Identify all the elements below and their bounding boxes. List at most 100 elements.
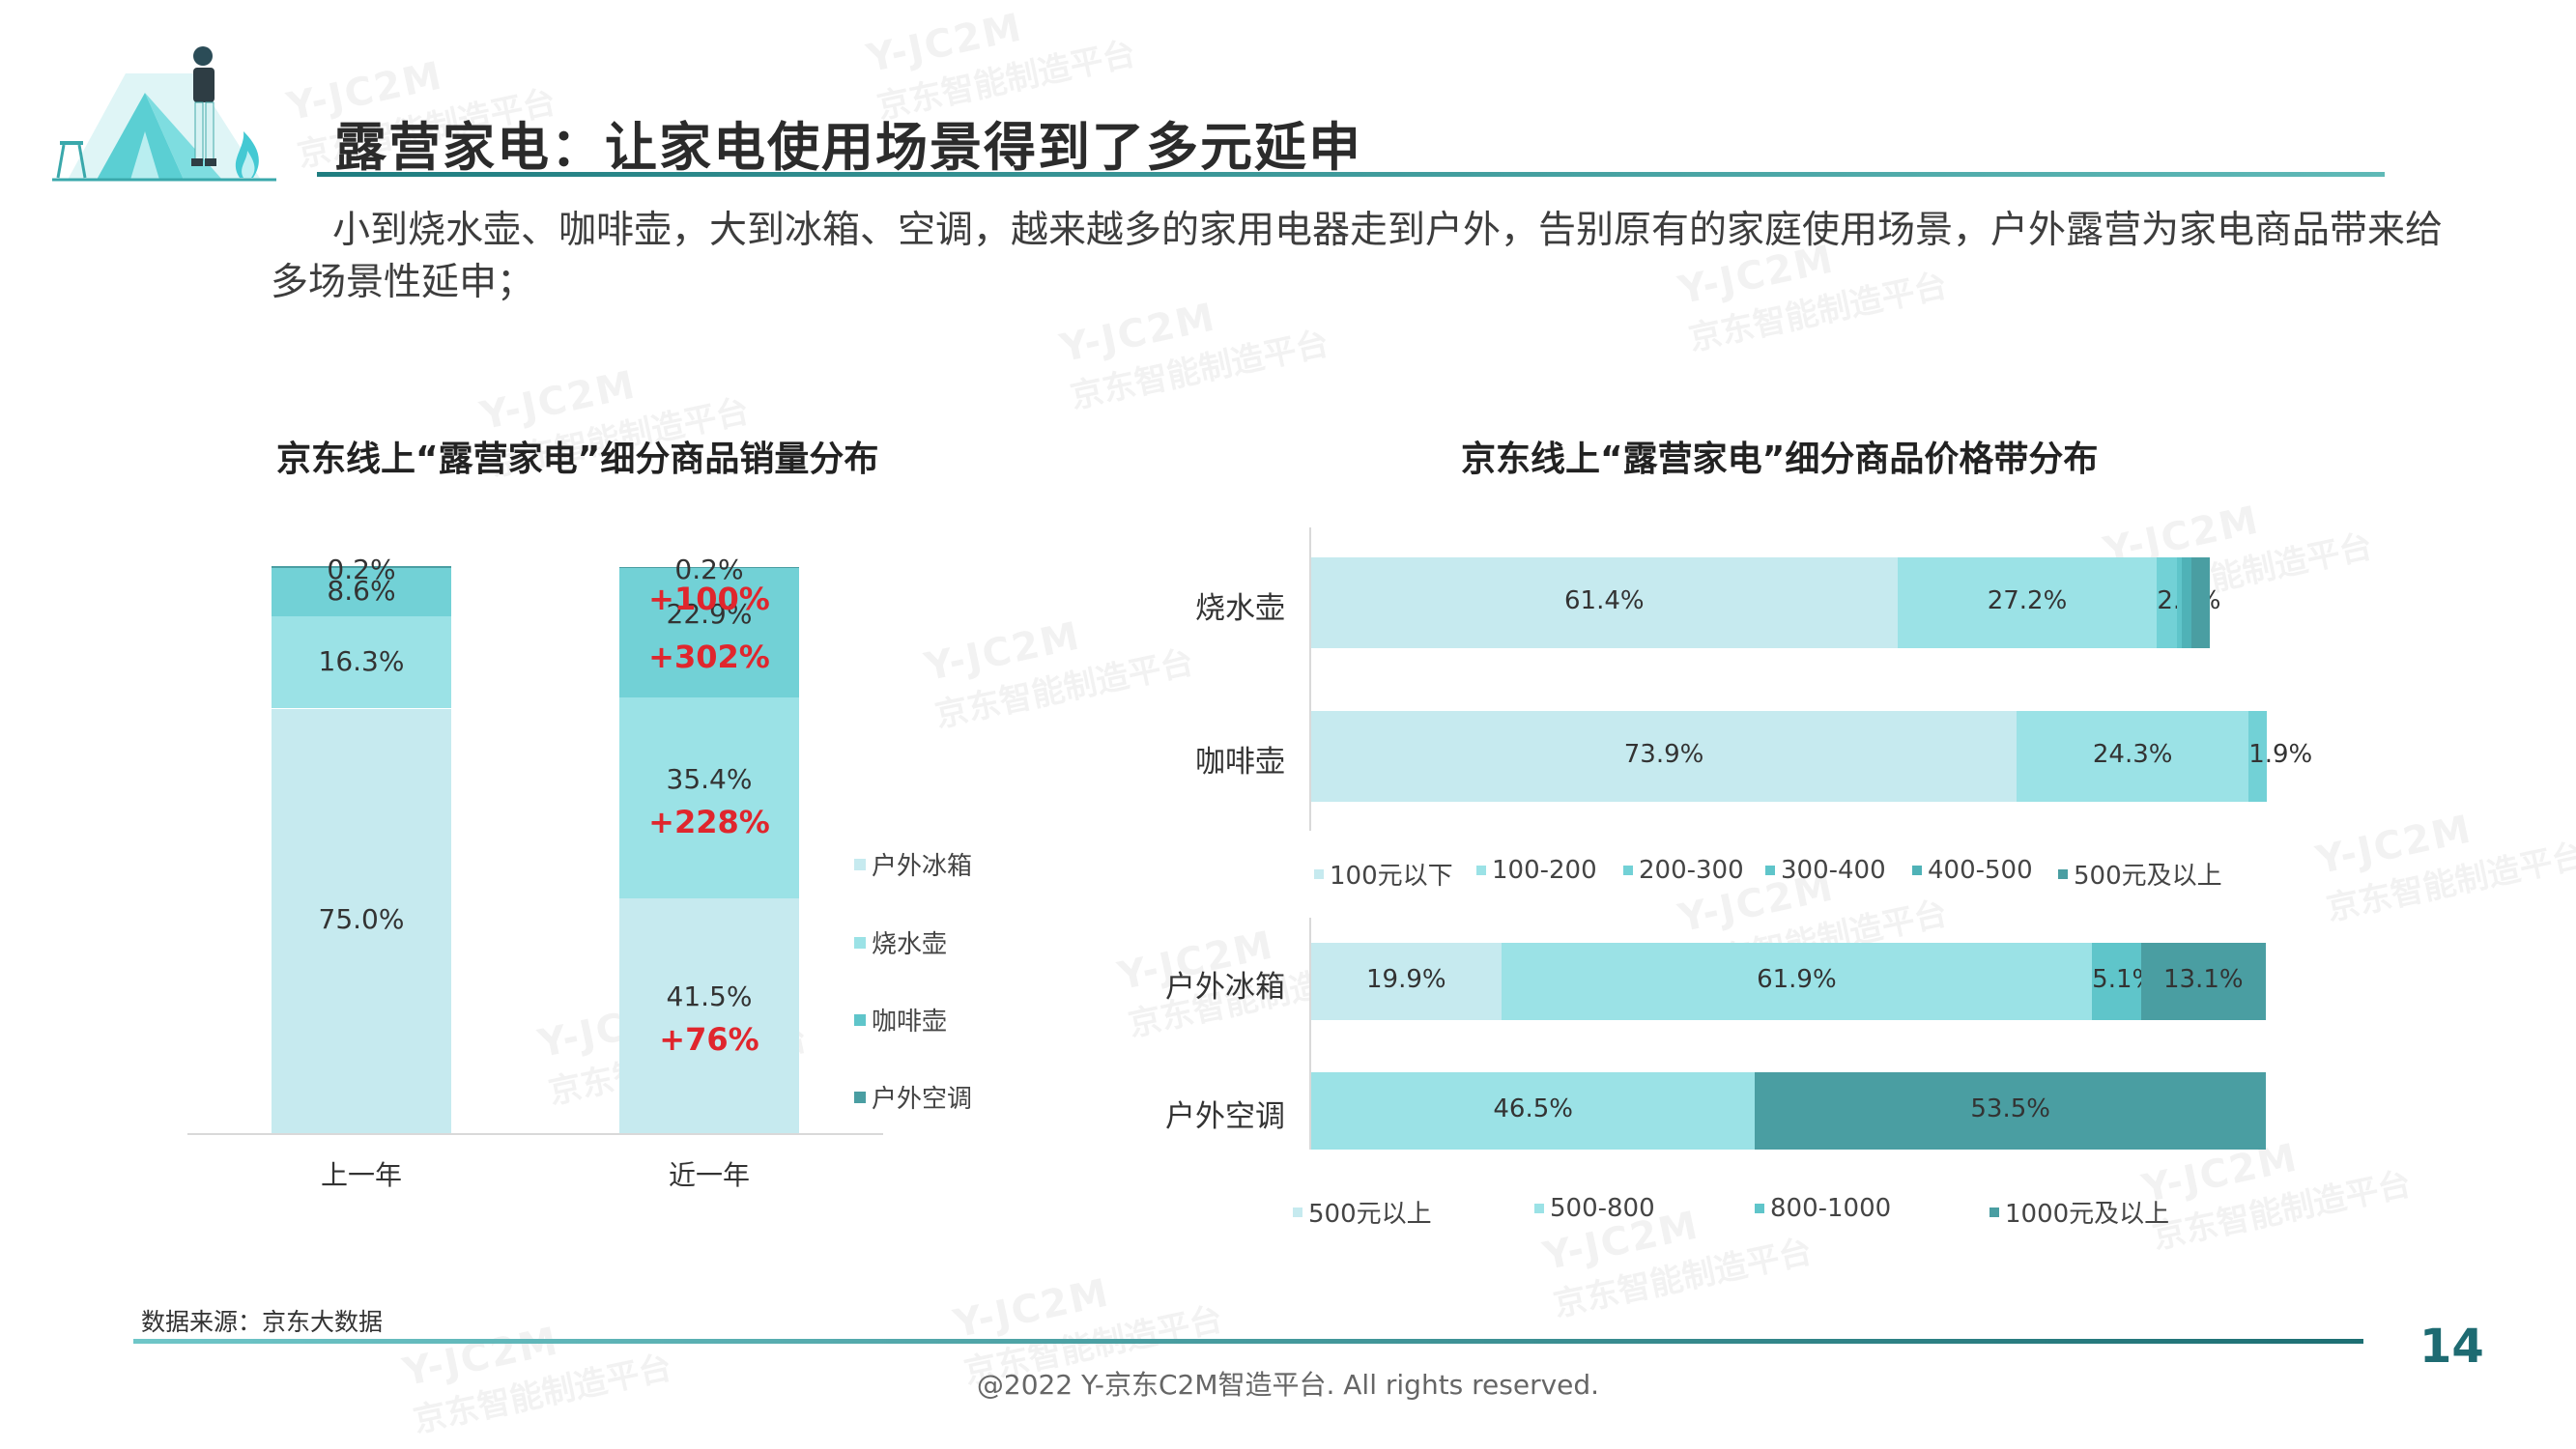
legend-item: 500-800 — [1534, 1194, 1655, 1223]
y-tick-label: 咖啡壶 — [1195, 745, 1285, 780]
right-chart-title: 京东线上“露营家电”细分商品价格带分布 — [1461, 440, 2099, 479]
legend-swatch — [854, 1091, 866, 1103]
title-divider — [317, 172, 2385, 177]
bar-segment — [1311, 943, 1502, 1020]
legend-item: 咖啡壶 — [854, 1002, 947, 1037]
data-label: 73.9% — [1623, 740, 1704, 769]
y-axis-line — [1309, 918, 1311, 1150]
legend-label: 烧水壶 — [872, 930, 948, 959]
data-label: 16.3% — [318, 644, 405, 677]
legend-swatch — [1476, 866, 1486, 875]
legend-item: 1000元及以上 — [1989, 1194, 2169, 1230]
y-tick-label: 户外冰箱 — [1165, 970, 1285, 1005]
y-tick-label: 户外空调 — [1165, 1099, 1285, 1134]
legend-label: 500元及以上 — [2074, 862, 2222, 891]
legend-label: 400-500 — [1928, 856, 2033, 885]
left-chart-title: 京东线上“露营家电”细分商品销量分布 — [276, 440, 879, 479]
x-axis-line — [187, 1133, 883, 1135]
y-tick-label: 烧水壶 — [1195, 591, 1285, 626]
bar-segment — [272, 567, 451, 616]
bar-segment — [2017, 711, 2249, 802]
legend-swatch — [854, 936, 866, 949]
legend-swatch — [1989, 1207, 1999, 1217]
data-label: 75.0% — [318, 903, 405, 936]
bar-segment — [619, 567, 799, 569]
bar-segment — [272, 615, 451, 709]
legend-label: 500元以上 — [1308, 1200, 1432, 1229]
x-tick-label: 上一年 — [320, 1159, 402, 1191]
legend-label: 咖啡壶 — [872, 1008, 948, 1037]
legend-item: 500元以上 — [1293, 1194, 1432, 1230]
bar-segment — [2190, 557, 2210, 648]
bar-segment — [1755, 1072, 2266, 1150]
bar-segment — [1311, 557, 1898, 648]
y-axis-line — [1309, 527, 1311, 831]
legend-label: 300-400 — [1781, 856, 1886, 885]
legend-swatch — [1755, 1204, 1764, 1213]
sales-distribution-chart: 上一年 近一年 75.0% 16.3% 8.6% 0.2% 41.5% +76% 35.4% +2… — [0, 0, 1082, 1256]
legend-swatch — [1623, 866, 1633, 875]
data-source-note: 数据来源：京东大数据 — [141, 1308, 384, 1336]
data-label: 61.4% — [1564, 586, 1645, 615]
data-label: 5.1% — [2092, 965, 2157, 994]
legend-item: 100-200 — [1476, 856, 1597, 885]
footer-divider — [133, 1339, 2363, 1344]
legend-item: 400-500 — [1912, 856, 2033, 885]
legend-label: 1000元及以上 — [2005, 1200, 2170, 1229]
bar-segment — [272, 566, 451, 568]
bar-segment — [272, 708, 451, 1133]
data-label: 27.2% — [1987, 586, 2068, 615]
data-label: 1.9% — [2248, 740, 2313, 769]
legend-swatch — [854, 858, 866, 870]
data-label: 19.9% — [1366, 965, 1446, 994]
data-label: 61.9% — [1757, 965, 1837, 994]
page-number: 14 — [2419, 1320, 2484, 1374]
growth-label: +302% — [648, 639, 770, 676]
legend-label: 200-300 — [1639, 856, 1744, 885]
copyright: @2022 Y-京东C2M智造平台. All rights reserved. — [976, 1369, 1600, 1401]
legend-swatch — [854, 1013, 866, 1026]
data-label: 22.9% — [666, 598, 753, 631]
camping-illustration-icon — [52, 46, 276, 182]
growth-label: +76% — [659, 1021, 759, 1059]
bar-segment — [2177, 557, 2183, 648]
bar-segment — [619, 697, 799, 898]
legend-label: 100元以下 — [1330, 862, 1453, 891]
legend-item: 100元以下 — [1314, 856, 1453, 892]
legend-label: 户外冰箱 — [872, 852, 973, 881]
growth-label: +228% — [648, 804, 770, 841]
data-label: 0.2% — [674, 554, 744, 585]
data-label: 0.2% — [327, 554, 396, 585]
legend-item: 500元及以上 — [2058, 856, 2222, 892]
price-band-chart: 烧水壶61.4%27.2%2.1%咖啡壶73.9%24.3%1.9%100元以下… — [1165, 527, 2313, 1230]
bar-segment — [2140, 943, 2266, 1020]
legend-swatch — [1912, 866, 1922, 875]
legend-swatch — [1293, 1207, 1302, 1217]
data-label: 46.5% — [1493, 1094, 1573, 1123]
legend-label: 800-1000 — [1770, 1194, 1892, 1223]
bar-segment — [2157, 557, 2178, 648]
data-label: 8.6% — [327, 574, 396, 607]
bar-segment — [1311, 711, 2018, 802]
legend-swatch — [1314, 868, 1324, 879]
legend-swatch — [1534, 1204, 1544, 1213]
bar-segment — [2248, 711, 2267, 802]
bar-segment — [1501, 943, 2093, 1020]
legend-swatch — [1765, 866, 1775, 875]
legend-swatch — [2058, 868, 2068, 879]
legend-item: 800-1000 — [1755, 1194, 1891, 1223]
data-label: 24.3% — [2092, 740, 2173, 769]
intro-paragraph: 小到烧水壶、咖啡壶，大到冰箱、空调，越来越多的家用电器走到户外，告别原有的家庭使… — [271, 209, 2444, 304]
legend-item: 烧水壶 — [854, 924, 947, 960]
growth-label: +100% — [648, 581, 770, 617]
legend-item: 户外冰箱 — [854, 846, 972, 882]
bar-segment — [619, 897, 799, 1133]
legend-item: 户外空调 — [854, 1079, 972, 1115]
data-label: 53.5% — [1970, 1094, 2050, 1123]
bar-segment — [619, 568, 799, 698]
bar-segment — [1897, 557, 2158, 648]
page-title: 露营家电：让家电使用场景得到了多元延申 — [334, 117, 1362, 178]
bar-segment — [2092, 943, 2141, 1020]
data-label: 41.5% — [666, 980, 753, 1013]
data-label: 35.4% — [666, 763, 753, 796]
